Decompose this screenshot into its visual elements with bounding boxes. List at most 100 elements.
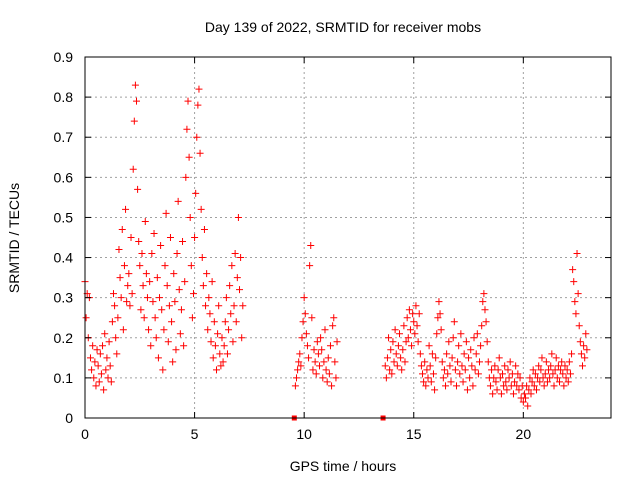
data-point [566, 370, 574, 378]
data-point [93, 346, 101, 354]
data-point [228, 262, 236, 270]
data-point [313, 338, 321, 346]
data-point [568, 350, 576, 358]
data-point [332, 374, 340, 382]
data-point [573, 250, 581, 258]
data-point [500, 382, 508, 390]
y-axis-label: SRMTID / TECUs [6, 183, 22, 293]
data-point [547, 362, 555, 370]
data-point [528, 378, 536, 386]
data-point [572, 310, 580, 318]
data-point [383, 354, 391, 362]
data-point [209, 354, 217, 362]
data-point [554, 362, 562, 370]
data-point [223, 350, 231, 358]
data-point [163, 282, 171, 290]
data-point [576, 338, 584, 346]
data-point [493, 386, 501, 394]
data-point [526, 374, 534, 382]
data-point [169, 358, 177, 366]
data-point [176, 330, 184, 338]
data-point [210, 318, 218, 326]
x-tick-label: 15 [406, 426, 422, 442]
data-point [469, 382, 477, 390]
data-point [141, 217, 149, 225]
data-point [397, 354, 405, 362]
data-point [540, 382, 548, 390]
data-point [216, 350, 224, 358]
data-point [419, 370, 427, 378]
data-point [142, 270, 150, 278]
data-point [398, 366, 406, 374]
data-point [428, 350, 436, 358]
data-point [388, 370, 396, 378]
data-point [318, 346, 326, 354]
data-point [432, 354, 440, 362]
data-point [421, 358, 429, 366]
data-point [165, 302, 173, 310]
data-point [138, 250, 146, 258]
data-point [420, 378, 428, 386]
data-point [452, 382, 460, 390]
data-point [114, 314, 122, 322]
data-point [150, 229, 158, 237]
data-point [424, 374, 432, 382]
data-point [177, 306, 185, 314]
data-point [229, 338, 237, 346]
data-point [118, 225, 126, 233]
data-point [435, 298, 443, 306]
data-point [194, 101, 202, 109]
data-point [196, 149, 204, 157]
data-point [233, 274, 241, 282]
y-tick-label: 0.5 [54, 209, 74, 225]
data-point [557, 366, 565, 374]
data-point [571, 298, 579, 306]
data-point [211, 342, 219, 350]
data-point [307, 242, 315, 250]
data-point [509, 390, 517, 398]
data-point [125, 270, 133, 278]
data-point [386, 366, 394, 374]
data-point [189, 290, 197, 298]
data-point [182, 173, 190, 181]
data-point [97, 370, 105, 378]
data-point [473, 330, 481, 338]
data-point [220, 342, 228, 350]
data-point [437, 326, 445, 334]
x-tick-label: 10 [296, 426, 312, 442]
data-point [204, 326, 212, 334]
plot-border [84, 56, 612, 419]
data-point [548, 350, 556, 358]
data-point [309, 366, 317, 374]
data-point [203, 270, 211, 278]
data-point [109, 290, 117, 298]
grid [85, 57, 611, 418]
data-point [564, 378, 572, 386]
data-point [319, 374, 327, 382]
data-point [422, 382, 430, 390]
data-point [402, 338, 410, 346]
data-point [445, 338, 453, 346]
data-point [301, 310, 309, 318]
data-point [484, 358, 492, 366]
data-point [311, 358, 319, 366]
data-point [454, 358, 462, 366]
data-point [552, 354, 560, 362]
data-point [162, 209, 170, 217]
data-point [502, 378, 510, 386]
data-point [427, 378, 435, 386]
data-point [164, 338, 172, 346]
data-point [314, 350, 322, 358]
data-point [170, 270, 178, 278]
data-point [230, 302, 238, 310]
data-point [442, 382, 450, 390]
data-point [541, 370, 549, 378]
data-point [86, 354, 94, 362]
data-point [389, 338, 397, 346]
data-point [539, 374, 547, 382]
data-point [333, 338, 341, 346]
data-point [325, 370, 333, 378]
data-point [472, 350, 480, 358]
data-point [175, 286, 183, 294]
data-point [207, 338, 215, 346]
